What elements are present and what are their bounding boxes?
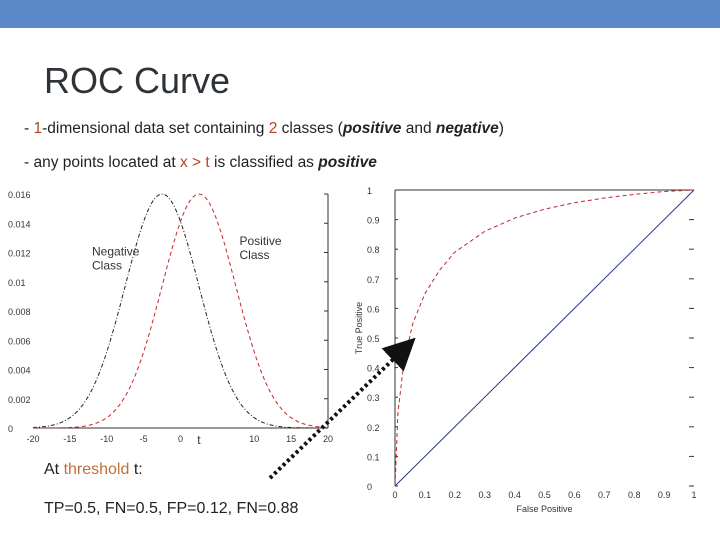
positive-class-label: Positive Class [240, 234, 282, 262]
x-tick-label: -5 [140, 434, 148, 444]
roc-curve-chart: 0 0.1 0.2 0.3 0.4 0.5 0.6 0.7 0.8 0.9 1 0 0.1 0.2 0.3 0… [354, 186, 697, 514]
y-tick-label: 0.2 [367, 423, 380, 433]
bullet-text: classes ( [277, 120, 343, 137]
class-distribution-chart: 0 0.002 0.004 0.006 0.008 0.01 0.012 0.014 0.016… [8, 190, 333, 447]
positive-word: positive [318, 154, 377, 171]
class-label-line: Negative [92, 244, 140, 258]
negative-class-label: Negative Class [92, 244, 140, 272]
x-tick-label: 10 [249, 434, 259, 444]
x-tick-label: -15 [63, 434, 76, 444]
x-tick-label: 0 [178, 434, 183, 444]
header-bar [0, 0, 720, 28]
threshold-symbol: t [133, 461, 139, 478]
y-tick-label: 0.7 [367, 275, 380, 285]
bullet-text: is classified as [209, 154, 319, 171]
rate-summary: TP=0.5, FN=0.5, FP=0.12, FN=0.88 [44, 500, 299, 517]
dimension-count: 1 [33, 120, 43, 137]
bullet-threshold-rule: - any points located at x > t is classif… [24, 154, 377, 172]
class-count: 2 [268, 120, 278, 137]
x-tick-label: -10 [100, 434, 113, 444]
x-tick-label: 0.4 [508, 490, 521, 500]
y-tick-label: 0.014 [8, 219, 31, 229]
negative-class-curve [32, 193, 328, 429]
x-tick-label: 0 [392, 490, 397, 500]
x-axis-label: False Positive [516, 504, 572, 514]
threshold-tick-label: t [197, 433, 201, 447]
y-tick-label: 0 [367, 482, 372, 492]
x-tick-label: 20 [323, 434, 333, 444]
x-tick-label: -20 [26, 434, 39, 444]
caption-text: : [138, 461, 143, 478]
bullet-text: - any points located at [24, 154, 180, 171]
y-tick-label: 0.006 [8, 336, 31, 346]
y-tick-label: 0.4 [367, 364, 380, 374]
positive-word: positive [342, 120, 402, 137]
y-tick-label: 0.016 [8, 190, 31, 200]
y-tick-label: 1 [367, 186, 372, 196]
negative-word: negative [435, 120, 499, 137]
slide-title: ROC Curve [44, 60, 231, 101]
x-tick-label: 0.8 [628, 490, 641, 500]
y-tick-label: 0.01 [8, 278, 26, 288]
threshold-expression: x > t [179, 154, 210, 171]
y-tick-label: 0.5 [367, 334, 380, 344]
bullet-dimensional: - 1-dimensional data set containing 2 cl… [24, 120, 504, 138]
y-tick-label: 0.002 [8, 395, 31, 405]
threshold-caption: At threshold t: [44, 461, 143, 479]
y-tick-label: 0.004 [8, 366, 31, 376]
x-tick-label: 15 [286, 434, 296, 444]
y-tick-label: 0.1 [367, 452, 380, 462]
x-tick-label: 0.3 [478, 490, 491, 500]
y-tick-label: 0.8 [367, 245, 380, 255]
bullet-text: -dimensional data set containing [42, 120, 269, 137]
bullet-text: - [24, 120, 34, 137]
class-label-line: Class [240, 248, 270, 262]
x-tick-label: 0.6 [568, 490, 581, 500]
y-axis-label: True Positive [354, 302, 364, 354]
x-tick-label: 0.1 [419, 490, 432, 500]
bullet-text: ) [498, 120, 504, 137]
caption-text: At [44, 461, 64, 478]
y-tick-label: 0.6 [367, 304, 380, 314]
y-tick-label: 0.3 [367, 393, 380, 403]
diagonal-line [394, 189, 695, 487]
positive-class-curve [33, 193, 329, 429]
y-tick-label: 0 [8, 424, 13, 434]
y-tick-label: 0.012 [8, 249, 31, 259]
x-tick-label: 0.7 [598, 490, 611, 500]
x-tick-label: 0.2 [449, 490, 462, 500]
x-tick-label: 0.5 [538, 490, 551, 500]
x-tick-label: 0.9 [658, 490, 671, 500]
bullet-text: and [401, 120, 436, 137]
y-tick-label: 0.008 [8, 307, 31, 317]
class-label-line: Positive [240, 234, 282, 248]
y-tick-label: 0.9 [367, 216, 380, 226]
threshold-word: threshold [63, 461, 130, 478]
x-tick-label: 1 [691, 490, 696, 500]
class-label-line: Class [92, 258, 122, 272]
roc-line [394, 189, 695, 487]
